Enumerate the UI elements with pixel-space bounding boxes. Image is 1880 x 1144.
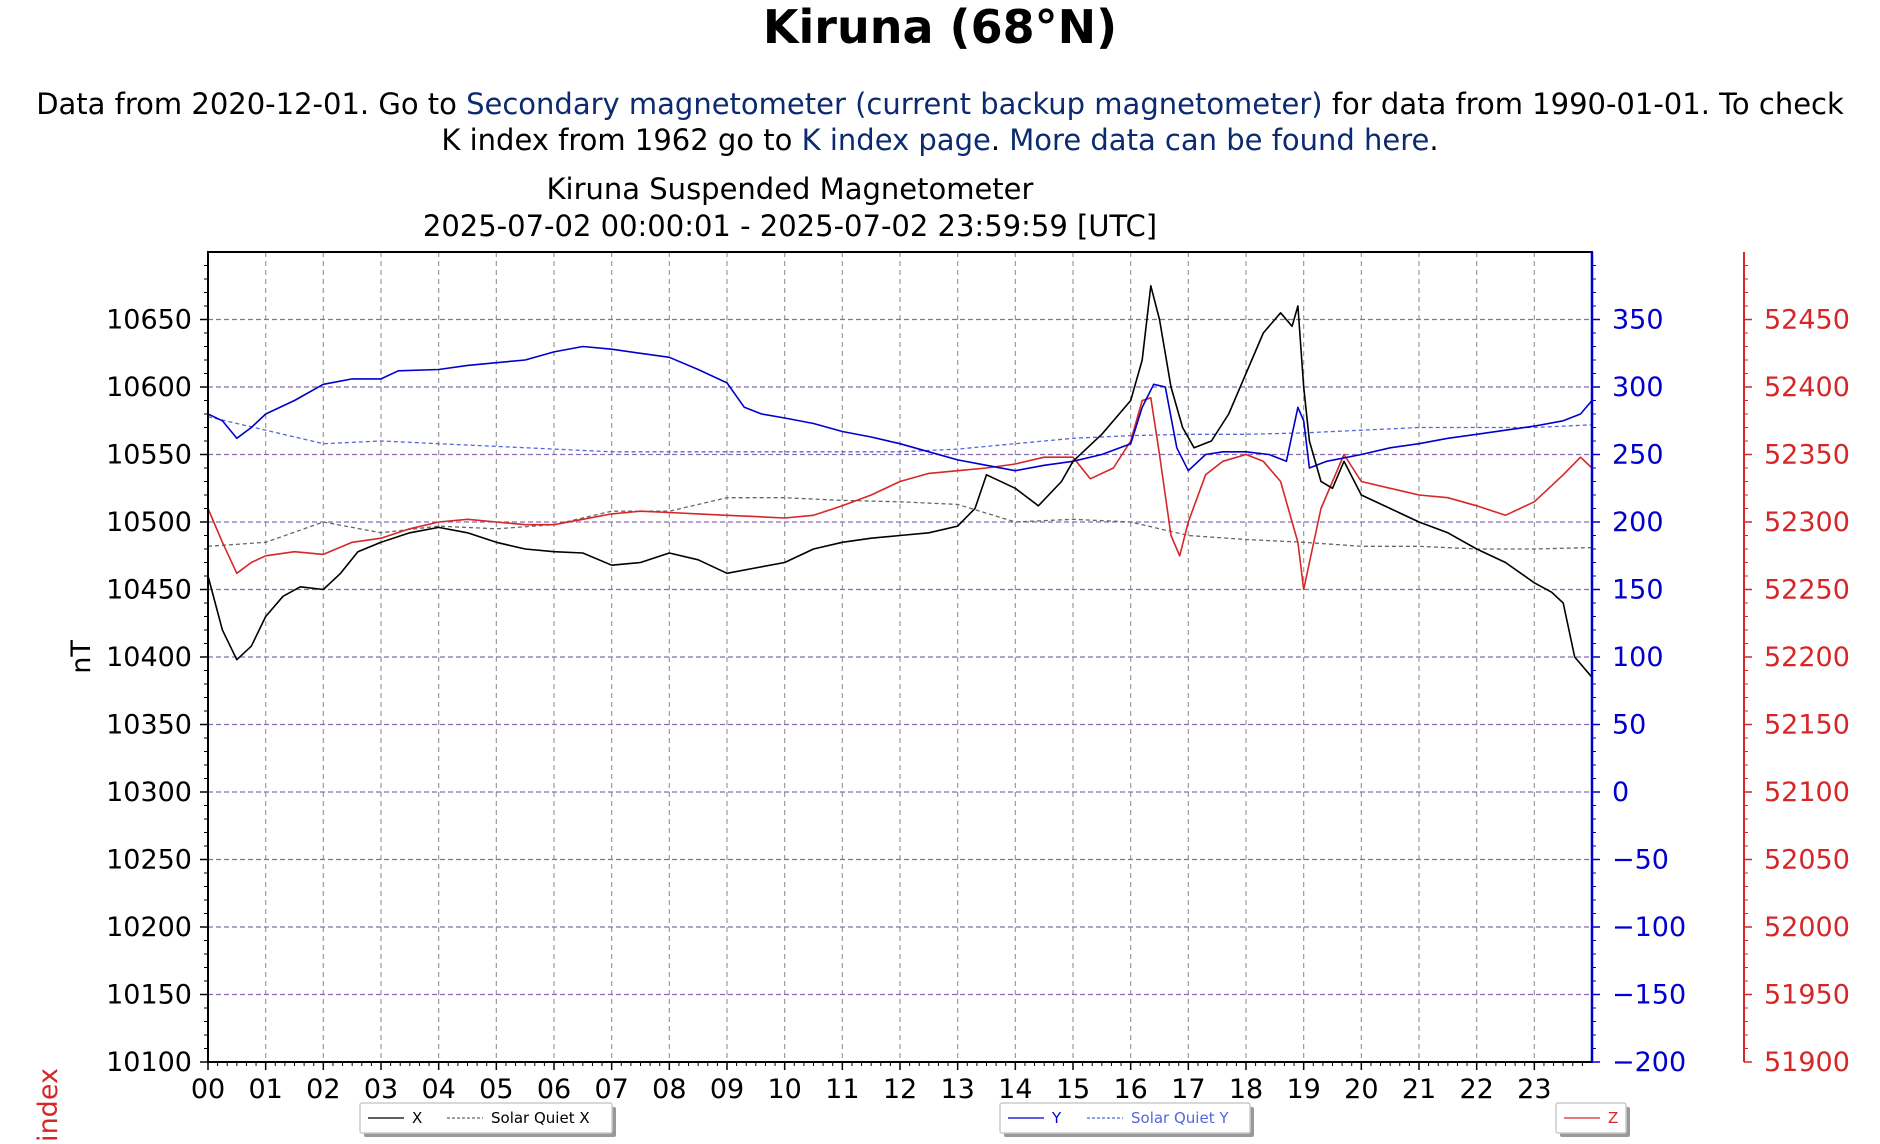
legend-box: X Solar Quiet X bbox=[359, 1102, 616, 1137]
x-tick-label: 05 bbox=[479, 1074, 513, 1105]
x-tick-label: 02 bbox=[306, 1074, 340, 1105]
y-tick-label-left: 10500 bbox=[106, 507, 192, 538]
x-tick-label: 03 bbox=[364, 1074, 398, 1105]
intro-text-4: . bbox=[990, 123, 1010, 157]
y-tick-label-red: 52400 bbox=[1764, 372, 1850, 403]
y-axis-label-left: nT bbox=[66, 640, 97, 674]
x-tick-label: 18 bbox=[1229, 1074, 1263, 1105]
legend-label: Solar Quiet Y bbox=[1131, 1109, 1229, 1127]
y-tick-label-blue: 100 bbox=[1612, 642, 1664, 673]
y-tick-label-red: 52350 bbox=[1764, 440, 1850, 471]
series-solar-quiet-y bbox=[207, 416, 1593, 453]
intro-text: Data from 2020-12-01. Go to Secondary ma… bbox=[0, 86, 1880, 158]
series-solar-quiet-x bbox=[207, 497, 1593, 550]
x-tick-label: 04 bbox=[421, 1074, 455, 1105]
y-tick-label-left: 10400 bbox=[106, 642, 192, 673]
x-tick-label: 17 bbox=[1171, 1074, 1205, 1105]
legend-label: Y bbox=[1051, 1109, 1062, 1127]
y-tick-label-blue: 250 bbox=[1612, 440, 1664, 471]
axes: 00 01 02 03 04 05 06 07 08 09 10 11 12 13 14 15 16 17 18 19… bbox=[106, 252, 1850, 1105]
index-label: index bbox=[33, 1068, 64, 1142]
y-tick-label-red: 52200 bbox=[1764, 642, 1850, 673]
y-tick-label-blue: 300 bbox=[1612, 372, 1664, 403]
intro-text-1: Data from 2020-12-01. Go to bbox=[36, 87, 467, 121]
x-tick-label: 07 bbox=[594, 1074, 628, 1105]
series-x bbox=[207, 284, 1593, 678]
intro-text-3: K index from 1962 go to bbox=[441, 123, 802, 157]
x-tick-label: 15 bbox=[1056, 1074, 1090, 1105]
y-tick-label-red: 52150 bbox=[1764, 710, 1850, 741]
y-tick-label-red: 52250 bbox=[1764, 575, 1850, 606]
y-tick-label-blue: −150 bbox=[1612, 980, 1686, 1011]
x-tick-label: 16 bbox=[1113, 1074, 1147, 1105]
y-tick-label-red: 52300 bbox=[1764, 507, 1850, 538]
legend-box: Y Solar Quiet Y bbox=[999, 1102, 1254, 1137]
grid-lines bbox=[208, 252, 1592, 1062]
y-tick-label-red: 51900 bbox=[1764, 1047, 1850, 1078]
link-k-index-page[interactable]: K index page bbox=[801, 123, 991, 157]
legend-label: Solar Quiet X bbox=[491, 1109, 590, 1127]
intro-text-5: . bbox=[1429, 123, 1439, 157]
y-tick-label-blue: −200 bbox=[1612, 1047, 1686, 1078]
y-tick-label-red: 52000 bbox=[1764, 912, 1850, 943]
y-tick-label-red: 51950 bbox=[1764, 980, 1850, 1011]
x-tick-label: 01 bbox=[248, 1074, 282, 1105]
x-tick-label: 20 bbox=[1344, 1074, 1378, 1105]
y-tick-label-left: 10250 bbox=[106, 845, 192, 876]
series-layer bbox=[207, 284, 1593, 678]
link-secondary-magnetometer[interactable]: Secondary magnetometer (current backup m… bbox=[466, 87, 1323, 121]
legend-label: Z bbox=[1608, 1109, 1618, 1127]
page-title: Kiruna (68°N) bbox=[762, 0, 1118, 54]
y-tick-label-blue: 150 bbox=[1612, 575, 1664, 606]
y-tick-label-left: 10450 bbox=[106, 575, 192, 606]
x-tick-label: 19 bbox=[1286, 1074, 1320, 1105]
link-more-data[interactable]: More data can be found here bbox=[1009, 123, 1430, 157]
y-tick-label-left: 10100 bbox=[106, 1047, 192, 1078]
y-tick-label-red: 52450 bbox=[1764, 305, 1850, 336]
legend-frame bbox=[999, 1102, 1251, 1134]
y-tick-label-blue: −100 bbox=[1612, 912, 1686, 943]
x-tick-label: 09 bbox=[710, 1074, 744, 1105]
legend-label: X bbox=[412, 1109, 422, 1127]
chart-subtitle: 2025-07-02 00:00:01 - 2025-07-02 23:59:5… bbox=[423, 209, 1157, 243]
intro-text-2: for data from 1990-01-01. To check bbox=[1322, 87, 1844, 121]
x-tick-label: 00 bbox=[191, 1074, 225, 1105]
y-tick-label-blue: 350 bbox=[1612, 305, 1664, 336]
x-tick-label: 13 bbox=[940, 1074, 974, 1105]
chart-title: Kiruna Suspended Magnetometer bbox=[547, 172, 1034, 206]
x-tick-label: 14 bbox=[998, 1074, 1032, 1105]
x-tick-label: 11 bbox=[825, 1074, 859, 1105]
x-tick-label: 23 bbox=[1517, 1074, 1551, 1105]
y-tick-label-blue: 0 bbox=[1612, 777, 1629, 808]
legends: X Solar Quiet X Y Solar Quiet Y Z bbox=[359, 1102, 1630, 1137]
y-tick-label-blue: 50 bbox=[1612, 710, 1646, 741]
legend-box: Z bbox=[1555, 1102, 1630, 1137]
x-tick-label: 08 bbox=[652, 1074, 686, 1105]
x-tick-label: 06 bbox=[537, 1074, 571, 1105]
x-tick-label: 21 bbox=[1402, 1074, 1436, 1105]
y-tick-label-blue: −50 bbox=[1612, 845, 1669, 876]
y-tick-label-left: 10650 bbox=[106, 305, 192, 336]
series-y bbox=[207, 345, 1593, 472]
y-tick-label-left: 10200 bbox=[106, 912, 192, 943]
legend-frame bbox=[359, 1102, 613, 1134]
series-z bbox=[207, 396, 1593, 591]
y-tick-label-left: 10350 bbox=[106, 710, 192, 741]
x-tick-label: 12 bbox=[883, 1074, 917, 1105]
y-tick-label-red: 52050 bbox=[1764, 845, 1850, 876]
y-tick-label-left: 10300 bbox=[106, 777, 192, 808]
x-tick-label: 22 bbox=[1459, 1074, 1493, 1105]
y-tick-label-red: 52100 bbox=[1764, 777, 1850, 808]
y-tick-label-left: 10150 bbox=[106, 980, 192, 1011]
y-tick-label-left: 10550 bbox=[106, 440, 192, 471]
y-tick-label-left: 10600 bbox=[106, 372, 192, 403]
y-tick-label-blue: 200 bbox=[1612, 507, 1664, 538]
x-tick-label: 10 bbox=[767, 1074, 801, 1105]
